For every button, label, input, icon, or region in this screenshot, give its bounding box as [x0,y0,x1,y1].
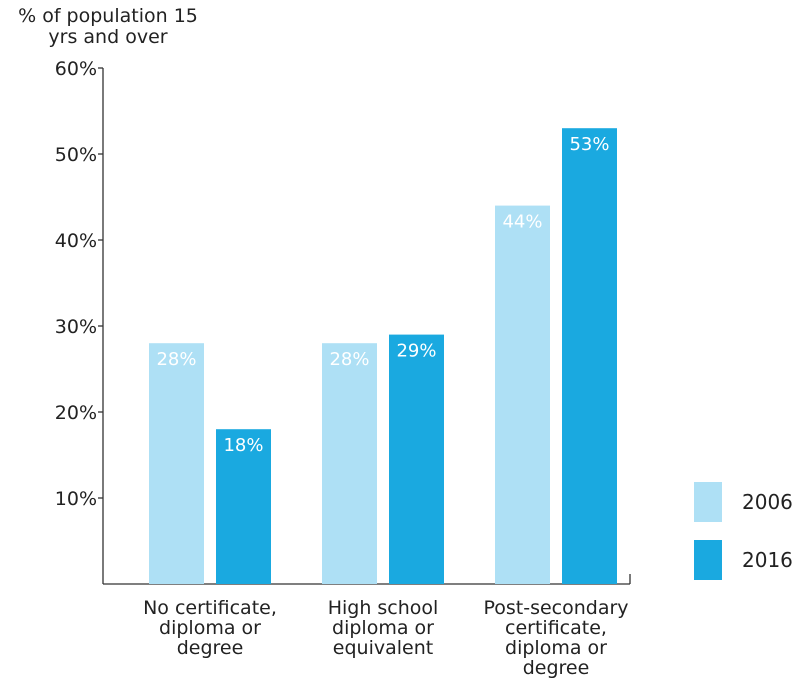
category-label-1-line-1: No certificate, [143,597,277,619]
category-label-3-line-2: certificate, [505,617,607,639]
y-axis-title: % of population 15 yrs and over [8,6,208,48]
category-label-3-line-3: diploma or [505,637,607,659]
category-label-2: High school diploma or equivalent [293,598,473,658]
legend-item-2006: 2006 [694,482,793,522]
data-label-2016-1: 18% [223,435,263,456]
data-label-2016-2: 29% [396,341,436,362]
category-label-2-line-1: High school [327,597,439,619]
legend-swatch-2016 [694,540,722,580]
y-tick-label-40: 40% [55,230,97,252]
bar-2006-1 [149,343,204,584]
data-label-2016-3: 53% [569,134,609,155]
data-label-2006-1: 28% [156,349,196,370]
y-tick-label-10: 10% [55,488,97,510]
y-axis-title-line-1: % of population 15 [18,5,198,27]
bar-2006-3 [495,205,550,584]
y-axis-title-line-2: yrs and over [48,26,168,48]
bar-2016-1 [216,429,271,584]
y-tick-label-20: 20% [55,402,97,424]
y-tick-label-50: 50% [55,144,97,166]
legend-label-2006: 2006 [742,490,793,514]
category-label-1-line-2: diploma or [159,617,261,639]
legend-item-2016: 2016 [694,540,793,580]
bar-2016-3 [562,128,617,584]
data-label-2006-3: 44% [502,212,542,233]
data-label-2006-2: 28% [329,349,369,370]
category-label-3-line-4: degree [522,657,590,679]
bar-2016-2 [389,334,444,584]
y-tick-label-60: 60% [55,58,97,80]
legend-label-2016: 2016 [742,548,793,572]
legend-swatch-2006 [694,482,722,522]
category-label-1-line-3: degree [176,637,244,659]
category-label-2-line-3: equivalent [332,637,434,659]
category-label-3-line-1: Post-secondary [483,597,629,619]
category-label-3: Post-secondary certificate, diploma or degr… [466,598,646,678]
category-label-1: No certificate, diploma or degree [120,598,300,658]
bar-2006-2 [322,343,377,584]
y-tick-label-30: 30% [55,316,97,338]
category-label-2-line-2: diploma or [332,617,434,639]
